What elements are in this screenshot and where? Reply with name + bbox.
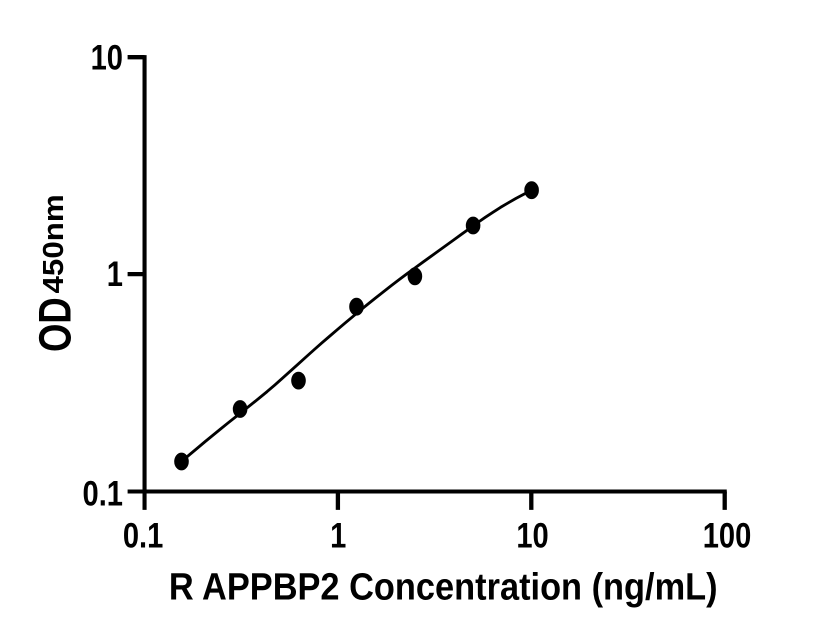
svg-text:450nm: 450nm — [38, 194, 70, 293]
svg-text:10: 10 — [91, 38, 123, 77]
svg-text:1: 1 — [330, 516, 346, 555]
svg-text:10: 10 — [516, 516, 548, 555]
svg-text:0.1: 0.1 — [123, 516, 163, 555]
svg-text:OD: OD — [30, 297, 81, 352]
svg-text:0.1: 0.1 — [83, 474, 123, 513]
svg-text:1: 1 — [107, 254, 123, 293]
svg-text:R APPBP2 Concentration (ng/mL): R APPBP2 Concentration (ng/mL) — [169, 565, 718, 608]
svg-text:100: 100 — [703, 516, 752, 555]
